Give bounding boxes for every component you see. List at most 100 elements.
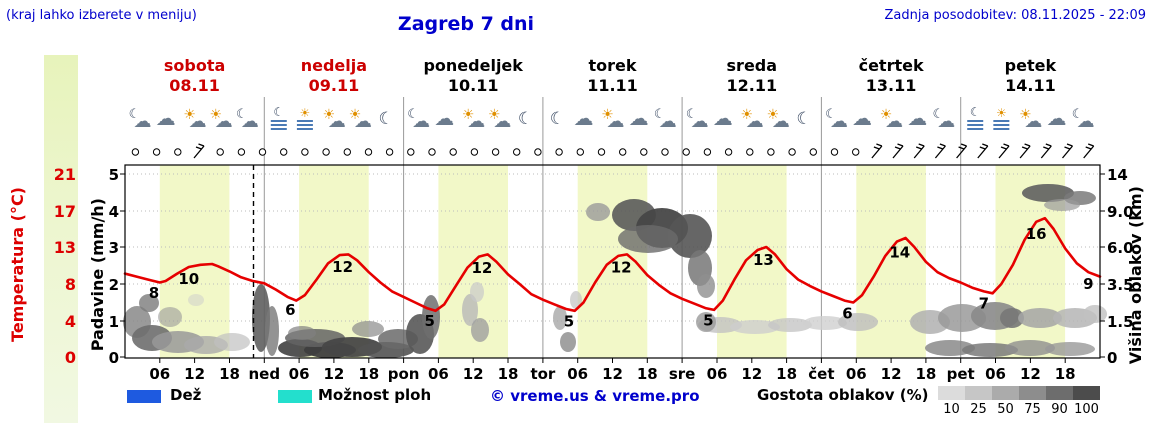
wind-barb-feather xyxy=(873,146,880,150)
cloud-blob xyxy=(730,320,780,334)
day-name: ponedeljek xyxy=(423,56,523,75)
wind-calm-icon xyxy=(322,148,330,156)
cloud-icon: ☁ xyxy=(691,111,709,132)
wind-barb-feather xyxy=(1003,143,1010,147)
sun-icon: ☀ xyxy=(183,107,196,123)
wind-calm-icon xyxy=(809,148,817,156)
temperature-colorbar xyxy=(44,55,78,423)
cloud-icon: ☁ xyxy=(885,111,903,132)
wind-barb-feather xyxy=(1085,146,1092,150)
wind-calm-icon xyxy=(364,148,373,156)
cloud-icon: ☁ xyxy=(659,111,677,132)
moon-icon: ☾ xyxy=(1072,107,1084,122)
x-tick-label: ned xyxy=(249,365,281,383)
cloud-height-tick-value: 0 xyxy=(1107,349,1117,367)
cloud-blob xyxy=(471,318,489,342)
wind-calm-icon xyxy=(385,148,394,156)
x-tick-label: sre xyxy=(669,365,696,383)
cloud-icon: ☁ xyxy=(907,106,927,130)
precipitation-tick-value: 4 xyxy=(109,203,119,221)
last-update-text: Zadnja posodobitev: 08.11.2025 - 22:09 xyxy=(884,8,1146,23)
cloud-blob xyxy=(925,340,975,356)
wind-barb-feather xyxy=(958,146,965,150)
moon-icon: ☾ xyxy=(129,107,141,122)
wind-barb-feather xyxy=(195,146,202,150)
density-cell xyxy=(992,386,1019,400)
copyright-link[interactable]: © vreme.us & vreme.pro xyxy=(490,387,700,405)
wind-calm-icon xyxy=(619,148,627,156)
x-tick-label: 12 xyxy=(1020,365,1041,383)
wind-calm-icon xyxy=(280,148,288,156)
cloud-icon: ☁ xyxy=(467,111,485,132)
day-date: 08.11 xyxy=(169,76,220,95)
cloud-icon: ☁ xyxy=(1077,111,1095,132)
x-tick-label: 18 xyxy=(776,365,797,383)
day-date: 10.11 xyxy=(448,76,499,95)
density-value: 75 xyxy=(1024,402,1041,417)
cloud-height-tick-value: 9.0 xyxy=(1107,203,1134,221)
temperature-tick-value: 17 xyxy=(54,202,76,221)
wind-calm-icon xyxy=(470,148,479,156)
wind-calm-icon xyxy=(852,148,860,156)
wind-calm-icon xyxy=(534,148,542,156)
x-tick-label: čet xyxy=(808,365,834,383)
cloud-blob xyxy=(668,214,712,258)
cloud-height-tick-value: 1.5 xyxy=(1107,313,1134,331)
density-cell xyxy=(938,386,965,400)
wind-barb-icon xyxy=(1019,145,1031,159)
sun-icon: ☀ xyxy=(300,106,311,120)
temperature-value-label: 5 xyxy=(424,312,434,330)
x-tick-label: 18 xyxy=(915,365,936,383)
cloud-blob xyxy=(838,313,878,331)
cloud-blob xyxy=(462,294,478,326)
wind-calm-icon xyxy=(555,148,563,156)
cloud-icon: ☁ xyxy=(937,111,955,132)
cloud-density-values: 10 25 50 75 90 100 xyxy=(938,402,1100,417)
cloud-blob xyxy=(803,316,847,330)
sun-icon: ☀ xyxy=(349,107,362,123)
sun-icon: ☀ xyxy=(488,107,501,123)
moon-icon: ☾ xyxy=(825,107,837,122)
wind-calm-icon xyxy=(343,148,351,156)
day-date: 13.11 xyxy=(866,76,917,95)
wind-barb-icon xyxy=(193,145,205,159)
day-date: 14.11 xyxy=(1005,76,1056,95)
x-tick-label: pet xyxy=(947,365,975,383)
location-hint: (kraj lahko izberete v meniju) xyxy=(6,8,197,23)
precipitation-tick-value: 3 xyxy=(109,239,119,257)
density-value: 10 xyxy=(943,402,960,417)
cloud-icon: ☁ xyxy=(328,111,346,132)
showers-label: Možnost ploh xyxy=(318,386,432,404)
temperature-value-label: 12 xyxy=(471,259,492,277)
day-name: sreda xyxy=(727,56,778,75)
wind-barb-feather xyxy=(918,143,925,147)
sun-icon: ☀ xyxy=(741,107,754,123)
density-value: 100 xyxy=(1074,402,1099,417)
wind-calm-icon xyxy=(767,148,775,156)
precipitation-tick-value: 0 xyxy=(109,349,119,367)
moon-icon: ☾ xyxy=(686,107,698,122)
sun-icon: ☀ xyxy=(880,107,893,123)
cloud-icon: ☁ xyxy=(412,111,430,132)
wind-barb-feather xyxy=(894,146,901,150)
cloud-blob xyxy=(1044,199,1080,211)
temperature-value-label: 5 xyxy=(703,312,713,330)
wind-calm-icon xyxy=(301,148,309,156)
wind-barb-feather xyxy=(1043,146,1050,150)
precipitation-tick-value: 2 xyxy=(109,276,119,294)
cloud-blob xyxy=(768,318,812,332)
cloud-icon: ☁ xyxy=(713,106,733,130)
density-cell xyxy=(1046,386,1073,400)
density-cell xyxy=(1073,386,1100,400)
rain-label: Dež xyxy=(170,386,202,404)
day-name: nedelja xyxy=(301,56,367,75)
cloud-blob xyxy=(586,203,610,221)
wind-barb-feather xyxy=(1064,146,1071,150)
wind-calm-icon xyxy=(258,148,267,156)
cloud-blob xyxy=(265,306,279,356)
cloud-blob xyxy=(1022,184,1074,202)
x-tick-label: 06 xyxy=(289,365,310,383)
sun-icon: ☀ xyxy=(209,107,222,123)
wind-barb-icon xyxy=(956,145,968,159)
